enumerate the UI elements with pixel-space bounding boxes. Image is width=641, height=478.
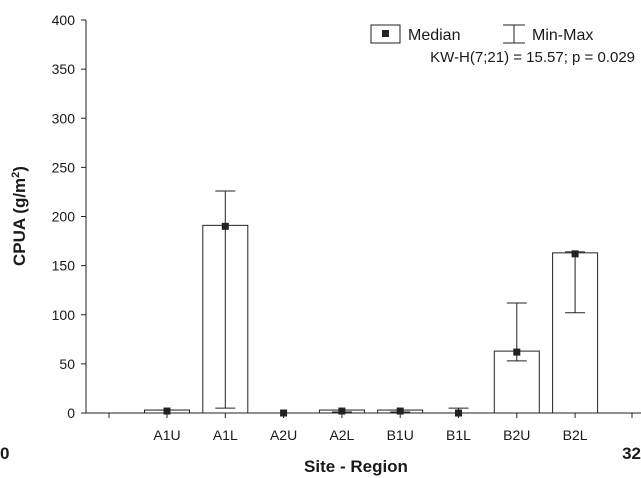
y-axis-title-end: ) [10, 166, 29, 172]
x-tick-label: B2U [503, 427, 530, 443]
x-tick-label: A1L [213, 427, 238, 443]
median-marker [163, 407, 171, 415]
edge-label-left: 0 [0, 444, 9, 463]
legend: Median Min-Max [370, 24, 593, 44]
median-marker [571, 250, 579, 258]
y-axis-title: CPUA (g/m2) [10, 166, 29, 266]
median-marker [338, 407, 346, 415]
y-tick-label: 0 [67, 405, 75, 421]
y-tick-label: 350 [52, 61, 76, 77]
y-tick-label: 100 [52, 307, 76, 323]
y-ticks: 0 50 100 150 200 250 300 350 400 [52, 12, 86, 421]
x-tick-label: B1L [446, 427, 471, 443]
legend-range-label: Min-Max [532, 27, 593, 44]
x-ticks: A1U A1L A2U A2L B1U B1L B2U B2L [108, 413, 633, 443]
y-tick-label: 300 [52, 110, 76, 126]
y-tick-label: 250 [52, 159, 76, 175]
median-marker [513, 348, 521, 356]
bars [144, 190, 599, 417]
median-marker [280, 409, 288, 417]
x-tick-label: A1U [153, 427, 180, 443]
x-tick-label: B2L [563, 427, 588, 443]
x-tick-label: A2L [329, 427, 354, 443]
legend-median-label: Median [408, 27, 460, 44]
x-tick-label: A2U [270, 427, 297, 443]
y-tick-label: 150 [52, 258, 76, 274]
median-marker [396, 407, 404, 415]
legend-range-symbol [503, 24, 525, 44]
x-axis-title: Site - Region [304, 457, 408, 476]
y-tick-label: 400 [52, 12, 76, 28]
y-axis-title-sup: 2 [10, 172, 22, 178]
median-marker [221, 222, 229, 230]
median-marker [455, 409, 462, 417]
y-tick-label: 200 [52, 209, 76, 225]
y-axis-title-main: CPUA (g/m [10, 178, 29, 266]
edge-label-right: 32 [622, 444, 641, 463]
x-tick-label: B1U [387, 427, 414, 443]
test-annotation: KW-H(7;21) = 15.57; p = 0.029 [430, 49, 635, 66]
legend-median-marker [382, 30, 389, 37]
y-tick-label: 50 [59, 356, 75, 372]
